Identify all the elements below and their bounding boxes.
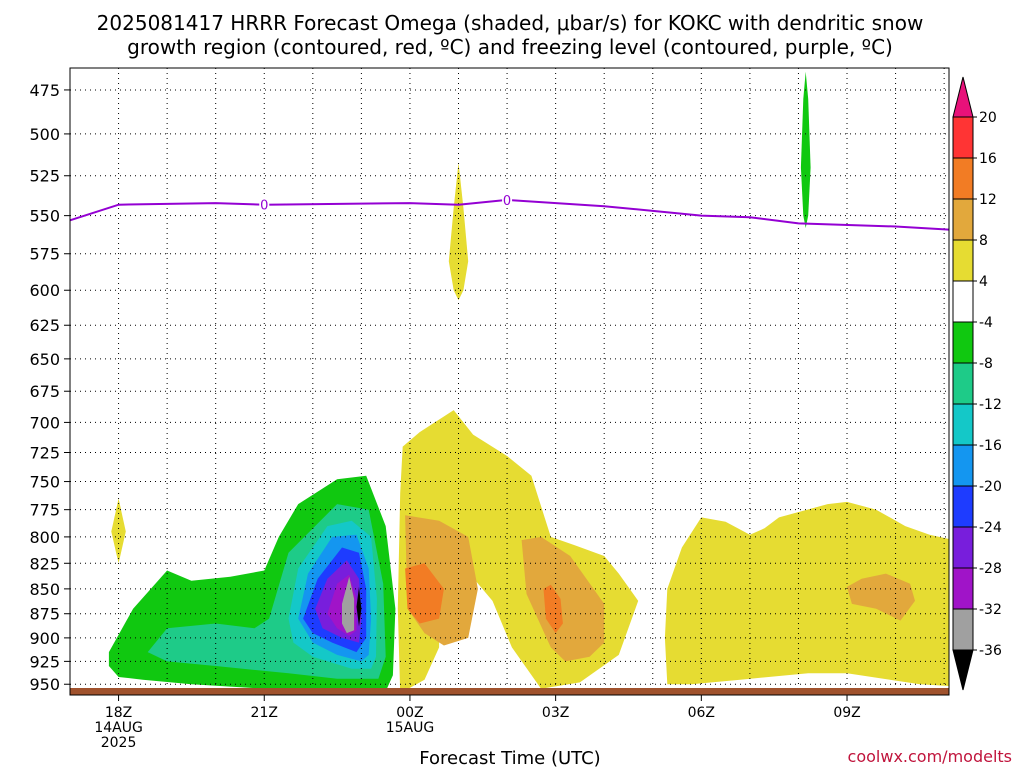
colorbar-tick-label: -28 — [979, 561, 1002, 577]
colorbar-bottom-triangle — [952, 649, 974, 691]
colorbar-tick-label: -32 — [979, 602, 1002, 618]
colorbar-bin — [952, 444, 974, 487]
colorbar-tick-label: 4 — [979, 274, 988, 290]
omega-region-18 — [847, 573, 915, 621]
omega-region-1 — [800, 71, 811, 228]
omega-region-11 — [356, 586, 362, 627]
colorbar-tick-label: -4 — [979, 315, 993, 331]
x-tick-label: 00Z — [396, 705, 423, 721]
y-tick-label: 750 — [29, 473, 60, 492]
colorbar-tick-label: -16 — [979, 438, 1002, 454]
plot-frame — [69, 67, 950, 696]
omega-region-2 — [111, 498, 126, 564]
y-tick-label: 650 — [29, 350, 60, 369]
x-tick-label: 21Z — [251, 705, 278, 721]
x-tick-label: 03Z — [542, 705, 569, 721]
colorbar: 20 16 12 8 4 -4 -8 -12 -16 -20 -24 -28 -32 -36 — [952, 76, 1002, 691]
colorbar-bin — [952, 526, 974, 569]
colorbar-tick-label: -24 — [979, 520, 1002, 536]
y-tick-label: 825 — [29, 554, 60, 573]
omega-shading — [108, 71, 949, 694]
colorbar-tick-label: 12 — [979, 192, 997, 208]
x-axis-title: Forecast Time (UTC) — [419, 748, 600, 768]
colorbar-bin — [952, 567, 974, 610]
colorbar-bin — [952, 608, 974, 651]
y-tick-label: 700 — [29, 413, 60, 432]
x-tick-label: 18Z — [105, 705, 132, 721]
y-tick-label: 500 — [29, 125, 60, 144]
y-tick-label: 525 — [29, 167, 60, 186]
freezing-label-bg — [502, 192, 513, 207]
colorbar-tick-label: 8 — [979, 233, 988, 249]
colorbar-bin — [952, 198, 974, 241]
y-tick-label: 550 — [29, 207, 60, 226]
x-tick-label: 09Z — [833, 705, 860, 721]
y-tick-label: 875 — [29, 605, 60, 624]
colorbar-bin — [952, 280, 974, 323]
y-tick-label: 475 — [29, 81, 60, 100]
y-tick-label: 775 — [29, 501, 60, 520]
omega-region-13 — [664, 501, 949, 686]
y-tick-label: 625 — [29, 316, 60, 335]
freezing-level-label: 0 — [503, 194, 511, 209]
omega-region-16 — [521, 536, 605, 662]
freezing-level-line — [69, 198, 950, 231]
y-tick-label: 925 — [29, 652, 60, 671]
colorbar-bin — [952, 403, 974, 446]
ground-strip — [70, 688, 949, 695]
chart-title-line-2: growth region (contoured, red, ºC) and f… — [127, 35, 893, 59]
freezing-level-label: 0 — [260, 199, 268, 214]
y-tick-label: 850 — [29, 580, 60, 599]
colorbar-bin — [952, 116, 974, 159]
colorbar-bin — [952, 485, 974, 528]
colorbar-bin — [952, 239, 974, 282]
colorbar-tick-label: -12 — [979, 397, 1002, 413]
y-tick-label: 950 — [29, 675, 60, 694]
y-tick-label: 725 — [29, 443, 60, 462]
freezing-label-bg — [259, 197, 270, 212]
colorbar-tick-label: -20 — [979, 479, 1002, 495]
colorbar-bin — [952, 157, 974, 200]
x-tick-label: 14AUG — [94, 720, 143, 736]
x-tick-label: 06Z — [688, 705, 715, 721]
omega-region-17 — [543, 584, 563, 634]
colorbar-tick-label: 16 — [979, 151, 997, 167]
colorbar-tick-label: -36 — [979, 643, 1002, 659]
y-axis: 475 500 525 550 575 600 625 650 675 700 725 750 775 8… — [29, 81, 70, 694]
x-tick-label: 15AUG — [386, 720, 435, 736]
credit-text: coolwx.com/modelts — [848, 747, 1012, 766]
colorbar-bin — [952, 321, 974, 364]
y-tick-label: 600 — [29, 281, 60, 300]
chart-title-line-1: 2025081417 HRRR Forecast Omega (shaded, … — [97, 11, 924, 35]
omega-region-15 — [405, 563, 444, 624]
y-tick-label: 900 — [29, 629, 60, 648]
colorbar-bin — [952, 362, 974, 405]
colorbar-tick-label: -8 — [979, 356, 993, 372]
y-tick-label: 575 — [29, 245, 60, 264]
colorbar-top-triangle — [952, 76, 974, 118]
y-tick-label: 800 — [29, 528, 60, 547]
omega-region-10 — [342, 576, 355, 634]
colorbar-tick-label: 20 — [979, 110, 997, 126]
y-tick-label: 675 — [29, 382, 60, 401]
omega-region-0 — [448, 162, 469, 301]
x-tick-label: 2025 — [101, 735, 137, 751]
